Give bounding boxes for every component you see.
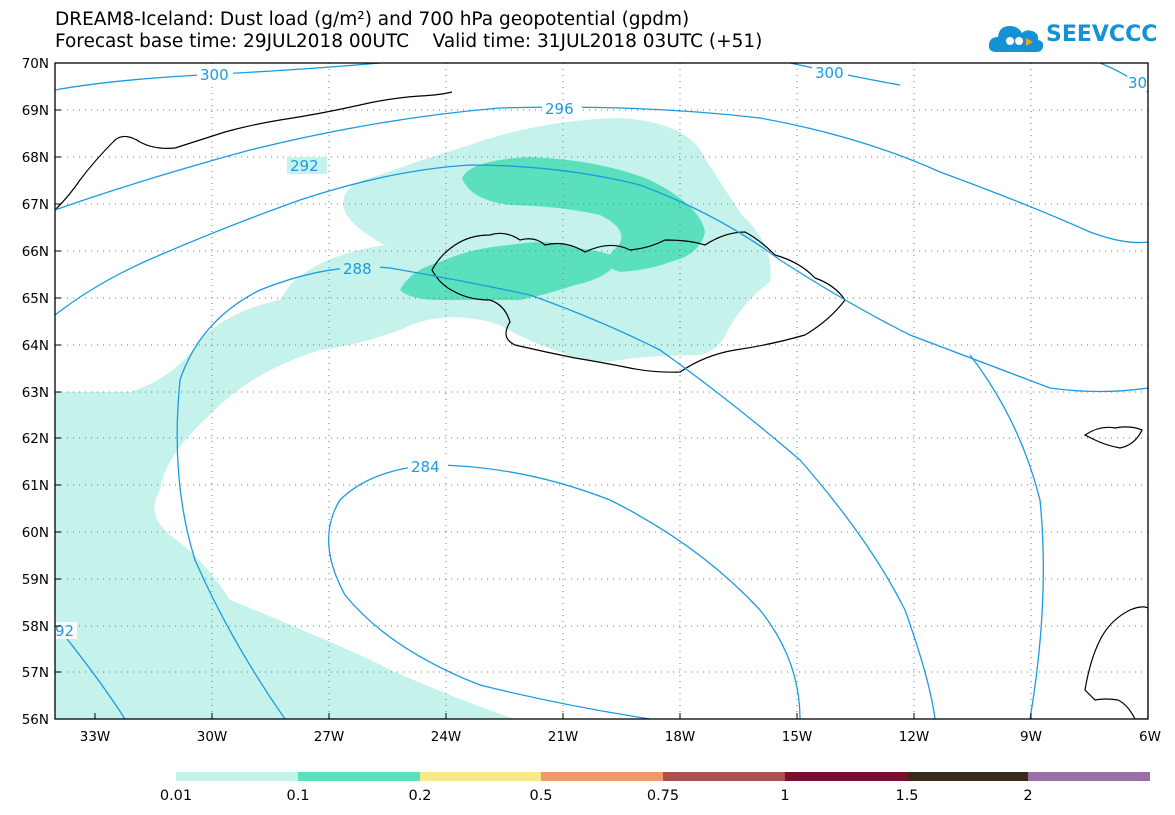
colorbar-swatch bbox=[663, 772, 785, 781]
coastline bbox=[55, 91, 1148, 719]
colorbar-label: 0.75 bbox=[647, 788, 679, 804]
dust-area-mid-north bbox=[462, 157, 705, 272]
lat-label: 63N bbox=[22, 385, 49, 401]
lat-axis: 70N 69N 68N 67N 66N 65N 64N 63N 62N 61N … bbox=[22, 56, 61, 728]
lat-label: 70N bbox=[22, 56, 49, 72]
lon-label: 18W bbox=[665, 729, 696, 745]
contour-label: 30 bbox=[1128, 74, 1147, 92]
map-title: DREAM8-Iceland: Dust load (g/m²) and 700… bbox=[55, 9, 690, 30]
lon-label: 30W bbox=[197, 729, 228, 745]
dust-area-mid-iceland bbox=[400, 242, 620, 300]
contour-label: 92 bbox=[55, 622, 74, 640]
lat-label: 59N bbox=[22, 572, 49, 588]
colorbar-swatch bbox=[785, 772, 907, 781]
colorbar-swatch bbox=[298, 772, 420, 781]
lat-label: 67N bbox=[22, 197, 49, 213]
lon-label: 12W bbox=[899, 729, 930, 745]
lat-label: 69N bbox=[22, 103, 49, 119]
lon-label: 24W bbox=[431, 729, 462, 745]
lon-label: 27W bbox=[314, 729, 345, 745]
contour-label: 300 bbox=[815, 64, 844, 82]
contour-288-east bbox=[969, 354, 1044, 719]
colorbar-label: 1 bbox=[780, 788, 789, 804]
logo-text: SEEVCCC bbox=[1046, 22, 1158, 47]
lat-label: 62N bbox=[22, 431, 49, 447]
coastline-greenland bbox=[55, 91, 453, 211]
lon-label: 15W bbox=[782, 729, 813, 745]
contour-292 bbox=[55, 164, 1148, 393]
coastline-iceland bbox=[431, 231, 846, 373]
map-plot-area: 300 300 30 296 292 288 284 92 bbox=[55, 63, 1148, 719]
cloud-icon bbox=[988, 26, 1044, 52]
colorbar-swatch bbox=[1028, 772, 1150, 781]
colorbar-label: 0.01 bbox=[160, 788, 192, 804]
lon-label: 6W bbox=[1139, 729, 1161, 745]
contour-296 bbox=[55, 106, 1148, 244]
lon-label: 21W bbox=[548, 729, 579, 745]
lat-label: 57N bbox=[22, 665, 49, 681]
colorbar-swatch bbox=[541, 772, 663, 781]
coastline-scotland bbox=[1084, 606, 1148, 719]
lon-label: 33W bbox=[80, 729, 111, 745]
plot-frame bbox=[54, 62, 1149, 720]
coastline-faroe bbox=[1083, 426, 1143, 449]
lat-label: 65N bbox=[22, 291, 49, 307]
lat-label: 61N bbox=[22, 478, 49, 494]
lat-label: 64N bbox=[22, 338, 49, 354]
colorbar-label: 0.2 bbox=[408, 788, 431, 804]
contour-284 bbox=[327, 464, 801, 719]
contour-label: 288 bbox=[343, 260, 372, 278]
contour-labels: 300 300 30 296 292 288 284 92 bbox=[55, 64, 1148, 640]
contour-288 bbox=[176, 266, 936, 719]
colorbar-swatch bbox=[907, 772, 1028, 781]
contour-292-south bbox=[59, 629, 126, 719]
colorbar-swatch bbox=[420, 772, 541, 781]
contour-label: 300 bbox=[200, 66, 229, 84]
colorbar-swatch bbox=[176, 772, 298, 781]
colorbar-label: 2 bbox=[1023, 788, 1032, 804]
colorbar-label: 0.1 bbox=[286, 788, 309, 804]
lon-label: 9W bbox=[1020, 729, 1042, 745]
lon-axis: 33W 30W 27W 24W 21W 18W 15W 12W 9W 6W bbox=[80, 713, 1161, 745]
seevccc-logo: SEEVCCC bbox=[988, 18, 1163, 60]
contour-label: 292 bbox=[290, 157, 319, 175]
colorbar-label: 1.5 bbox=[895, 788, 918, 804]
contour-300-east bbox=[789, 63, 901, 86]
lat-label: 60N bbox=[22, 525, 49, 541]
contour-label: 284 bbox=[411, 458, 440, 476]
lat-label: 56N bbox=[22, 712, 49, 728]
map-subtitle: Forecast base time: 29JUL2018 00UTC Vali… bbox=[55, 31, 763, 52]
contour-label: 296 bbox=[545, 100, 574, 118]
lat-label: 58N bbox=[22, 619, 49, 635]
colorbar: 0.01 0.1 0.2 0.5 0.75 1 1.5 2 bbox=[160, 772, 1150, 804]
lat-label: 68N bbox=[22, 150, 49, 166]
graticule bbox=[55, 63, 1148, 719]
colorbar-label: 0.5 bbox=[529, 788, 552, 804]
lat-label: 66N bbox=[22, 244, 49, 260]
